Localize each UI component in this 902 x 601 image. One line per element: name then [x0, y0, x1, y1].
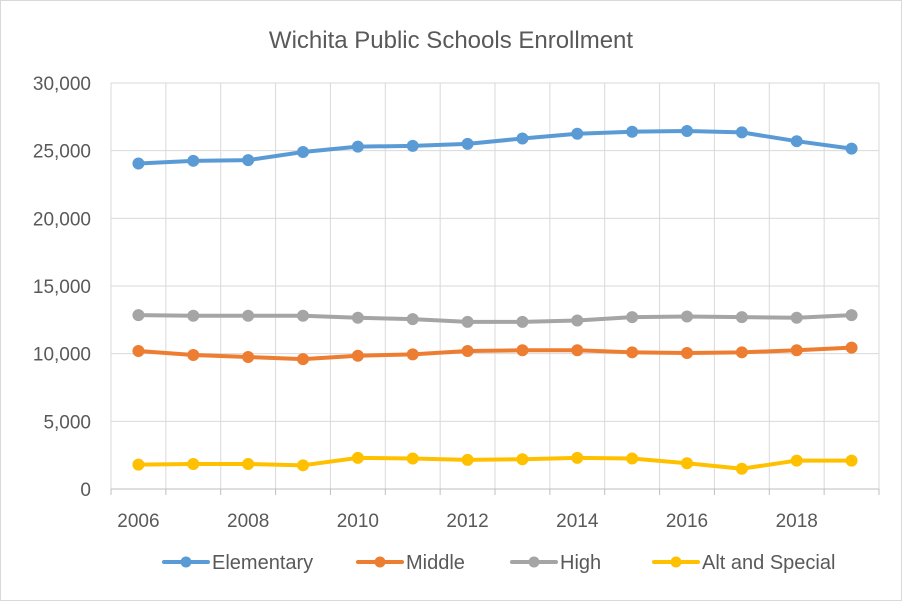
x-tick-label: 2018	[776, 511, 818, 532]
data-point-alt-and-special	[406, 452, 419, 465]
series-line-middle	[136, 345, 854, 362]
data-point-alt-and-special	[242, 457, 255, 470]
data-point-alt-and-special	[461, 453, 474, 466]
legend-swatch-marker-middle	[374, 556, 386, 568]
x-tick-label: 2008	[227, 511, 269, 532]
data-point-elementary	[516, 132, 529, 145]
data-point-middle	[735, 346, 748, 359]
data-point-high	[297, 309, 309, 322]
x-tick-label: 2010	[337, 511, 379, 532]
data-point-middle	[626, 346, 639, 359]
data-point-high	[406, 313, 419, 326]
legend-label-middle: Middle	[406, 552, 465, 574]
data-point-middle	[681, 346, 693, 359]
data-point-high	[516, 315, 529, 328]
data-point-elementary	[297, 146, 309, 159]
data-point-alt-and-special	[297, 459, 309, 472]
y-tick-label: 5,000	[43, 412, 91, 433]
data-point-high	[571, 314, 584, 327]
data-point-alt-and-special	[845, 454, 858, 467]
data-point-alt-and-special	[571, 451, 584, 464]
data-point-high	[681, 310, 693, 323]
data-point-middle	[461, 344, 474, 357]
data-point-high	[790, 311, 803, 324]
data-point-elementary	[790, 135, 803, 148]
data-point-high	[132, 309, 145, 322]
data-point-alt-and-special	[132, 458, 145, 471]
legend-swatch-marker-high	[528, 556, 540, 568]
legend-label-alt-and-special: Alt and Special	[702, 552, 835, 574]
data-point-elementary	[626, 125, 639, 138]
y-tick-label: 25,000	[33, 142, 91, 163]
data-point-alt-and-special	[626, 452, 639, 465]
data-point-elementary	[681, 125, 693, 138]
data-point-middle	[516, 344, 529, 357]
series-line-elementary	[136, 129, 854, 166]
data-point-middle	[351, 349, 364, 362]
legend-label-high: High	[560, 552, 601, 574]
x-tick-label: 2016	[666, 511, 708, 532]
data-point-high	[461, 315, 474, 328]
data-point-alt-and-special	[351, 451, 364, 464]
data-point-middle	[132, 344, 145, 357]
legend-swatch-marker-elementary	[180, 556, 192, 568]
data-point-alt-and-special	[516, 453, 529, 466]
data-point-high	[187, 309, 200, 322]
data-point-high	[351, 311, 364, 324]
data-point-middle	[406, 348, 419, 361]
legend-label-elementary: Elementary	[212, 552, 313, 574]
series-line-high	[136, 313, 854, 324]
series-line-alt-and-special	[136, 455, 854, 471]
data-point-elementary	[351, 140, 364, 153]
data-point-middle	[297, 353, 309, 366]
data-point-elementary	[132, 157, 145, 170]
data-point-high	[626, 311, 639, 324]
x-tick-label: 2014	[556, 511, 599, 532]
y-tick-label: 0	[80, 480, 91, 501]
data-point-elementary	[406, 139, 419, 152]
data-point-middle	[571, 344, 584, 357]
data-point-middle	[845, 341, 858, 354]
data-point-alt-and-special	[790, 454, 803, 467]
y-tick-label: 20,000	[33, 209, 91, 230]
data-point-middle	[187, 349, 200, 362]
data-point-alt-and-special	[187, 457, 200, 470]
data-point-high	[242, 309, 255, 322]
data-point-middle	[242, 351, 255, 364]
data-point-alt-and-special	[681, 457, 693, 470]
data-point-elementary	[571, 127, 584, 140]
data-point-alt-and-special	[735, 462, 748, 475]
data-point-elementary	[242, 154, 255, 167]
x-tick-label: 2012	[446, 511, 488, 532]
y-tick-label: 10,000	[33, 345, 91, 366]
data-point-elementary	[461, 137, 474, 150]
data-point-middle	[790, 344, 803, 357]
x-tick-label: 2006	[117, 511, 159, 532]
data-point-elementary	[735, 126, 748, 139]
data-point-high	[845, 309, 858, 322]
data-point-elementary	[845, 142, 858, 155]
y-tick-label: 30,000	[33, 74, 91, 95]
chart-title: Wichita Public Schools Enrollment	[268, 27, 634, 54]
legend-swatch-marker-alt-and-special	[670, 556, 682, 568]
y-tick-label: 15,000	[33, 277, 91, 298]
data-point-high	[735, 311, 748, 324]
data-point-elementary	[187, 154, 200, 167]
